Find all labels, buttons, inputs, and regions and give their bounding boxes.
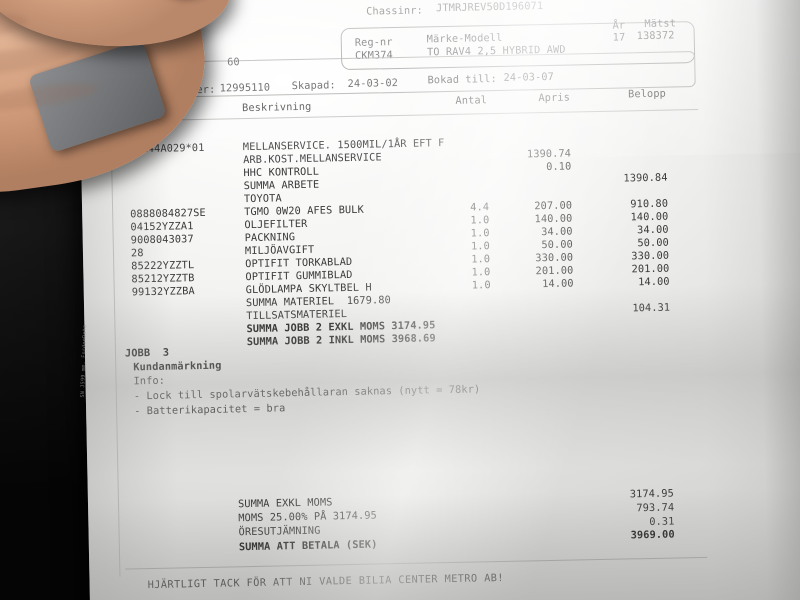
footer-rule (125, 556, 708, 570)
vehicle-value-matst: 138372 (636, 29, 675, 43)
line-item-description: SUMMA ARBETE (243, 178, 320, 193)
jobb3-subtitle: Kundanmärkning (133, 359, 222, 374)
line-item-quantity: 1.0 (470, 213, 490, 227)
total-label: MOMS 25.00% PÅ 3174.95 (238, 509, 378, 525)
line-item-number: 85222YZZTL (131, 258, 195, 273)
jobb3-info-label: Info: (133, 374, 166, 388)
line-item-unit-price: 14.00 (542, 277, 574, 290)
line-item-quantity: 4.4 (470, 201, 490, 214)
line-item-unit-price: 0.10 (546, 160, 572, 173)
skapad-value: 24-03-02 (347, 76, 399, 90)
total-label: ÖRESUTJÄMNING (238, 525, 321, 539)
line-item-number: 0888084827SE (130, 206, 206, 221)
column-header-belopp: Belopp (627, 87, 667, 101)
jobb3-title: JOBB 3 (124, 346, 170, 360)
total-value: 793.74 (636, 501, 675, 515)
bokad-value: 24-03-07 (503, 70, 555, 84)
total-label: SUMMA ATT BETALA (SEK) (238, 538, 378, 553)
line-item-quantity: 1.0 (470, 239, 491, 253)
vehicle-header-regnr: Reg-nr (354, 36, 393, 49)
total-value: 3969.00 (630, 528, 675, 542)
line-item-description: PACKNING (244, 230, 296, 244)
footer-message: HJÄRTLIGT TACK FÖR ATT NI VALDE BILIA CE… (147, 571, 505, 592)
line-item-description: SUMMA JOBB 2 INKL MOMS 3968.69 (246, 331, 436, 348)
total-value: 0.31 (649, 515, 675, 528)
line-item-amount: 104.31 (632, 301, 671, 314)
left-margin-rule (110, 116, 121, 577)
chassis-label: Chassinr: (366, 4, 423, 18)
total-label: SUMMA EXKL MOMS (237, 496, 333, 511)
line-item-number: 85212YZZTB (131, 271, 195, 286)
line-item-description: TGMO 0W20 AFES BULK (244, 203, 364, 218)
line-item-quantity: 1.0 (471, 265, 491, 279)
line-item-number: 04152YZZA1 (130, 219, 194, 234)
line-item-quantity: 1.0 (471, 278, 491, 292)
line-item-description: TOYOTA (243, 192, 282, 205)
line-item-number: 9008043037 (130, 232, 194, 247)
column-header-apris: Apris (538, 91, 571, 105)
line-item-description: OLJEFILTER (244, 217, 308, 231)
jobb3-note-0: - Lock till spolarvätskebehållaran sakna… (133, 383, 481, 403)
line-item-number: 99132YZZBA (131, 284, 195, 299)
line-item-amount: 14.00 (638, 275, 670, 288)
side-microtext: SN J599 mm. FordonData (79, 324, 89, 398)
column-header-antal: Antal (455, 94, 488, 107)
jobb3-note-1: - Batterikapacitet = bra (134, 402, 286, 418)
vehicle-value-ar: 17 (612, 31, 626, 44)
total-value: 3174.95 (629, 487, 675, 501)
line-item-number: 28 (130, 246, 144, 260)
line-item-quantity: 1.0 (470, 226, 490, 240)
bokad-label: Bokad till: (427, 72, 497, 87)
line-item-amount: 1390.84 (623, 171, 668, 185)
chassis-value: JTMRJREV50D196071 (436, 0, 544, 15)
line-item-quantity: 1.0 (471, 252, 491, 266)
